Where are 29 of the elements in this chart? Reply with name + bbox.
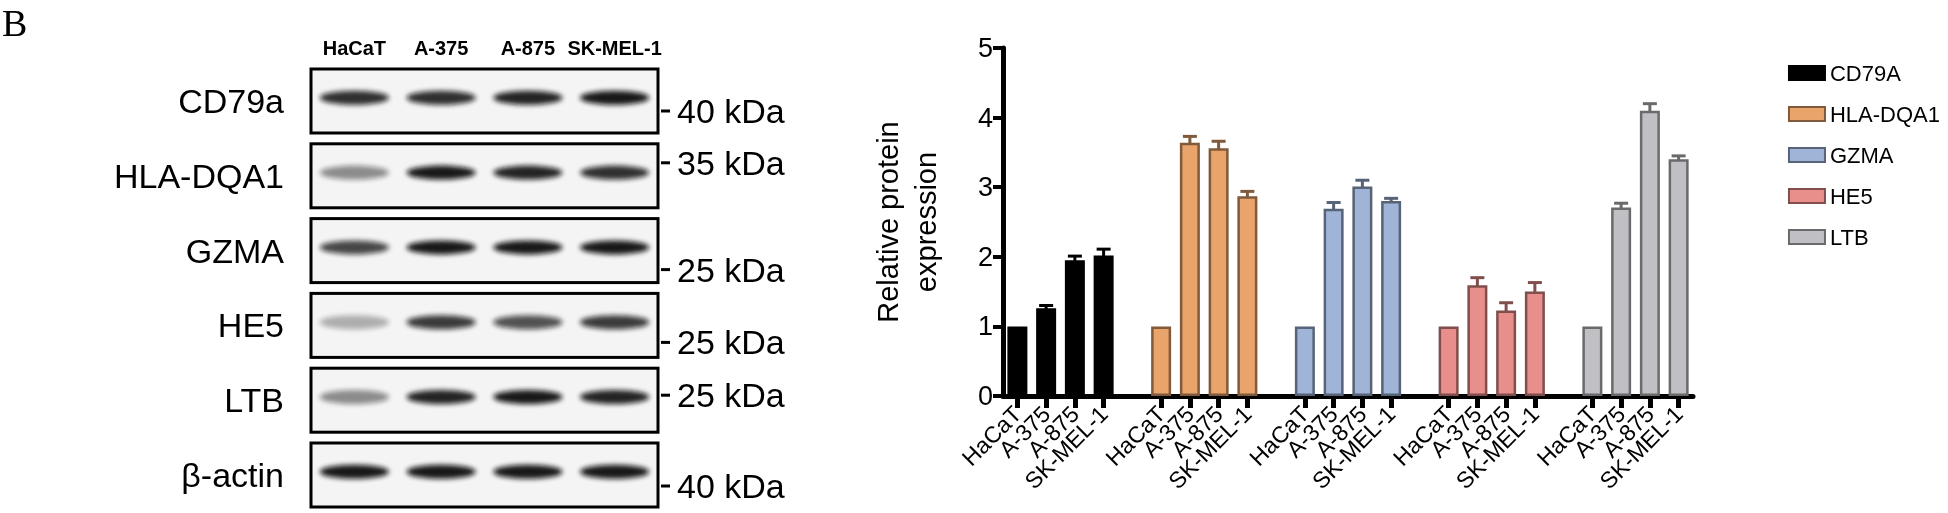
legend-label: CD79A bbox=[1829, 60, 1902, 86]
category-label: β-actin bbox=[181, 456, 284, 494]
y-tick-label: 3 bbox=[977, 172, 993, 203]
category-label: 25 kDa bbox=[677, 250, 785, 289]
category-label: A-375 bbox=[413, 37, 469, 59]
legend-label: HE5 bbox=[1829, 183, 1873, 209]
category-label: HLA-DQA1 bbox=[113, 156, 284, 195]
y-tick-label: 5 bbox=[977, 33, 993, 63]
category-label: 40 kDa bbox=[677, 92, 785, 130]
category-label: GZMA bbox=[185, 231, 284, 270]
category-label: HaCaT bbox=[322, 37, 387, 59]
category-label: CD79a bbox=[178, 82, 284, 120]
category-label: SK-MEL-1 bbox=[567, 37, 662, 59]
category-label: HE5 bbox=[217, 306, 284, 345]
y-tick-label: 4 bbox=[977, 102, 993, 133]
y-tick-label: 1 bbox=[977, 311, 993, 342]
category-label: LTB bbox=[224, 381, 284, 420]
category-label: 35 kDa bbox=[677, 143, 785, 182]
category-label: A-875 bbox=[500, 37, 556, 59]
y-tick-label: 0 bbox=[977, 381, 993, 411]
legend-label: HLA-DQA1 bbox=[1829, 101, 1941, 127]
y-axis-title: Relative protein expression bbox=[872, 121, 942, 323]
text: B bbox=[2, 2, 28, 44]
y-tick-label: 2 bbox=[977, 241, 993, 272]
category-label: 40 kDa bbox=[677, 467, 785, 505]
legend-label: GZMA bbox=[1829, 142, 1894, 168]
category-label: 25 kDa bbox=[677, 323, 785, 362]
legend-label: LTB bbox=[1829, 224, 1869, 250]
category-label: 25 kDa bbox=[677, 376, 785, 415]
